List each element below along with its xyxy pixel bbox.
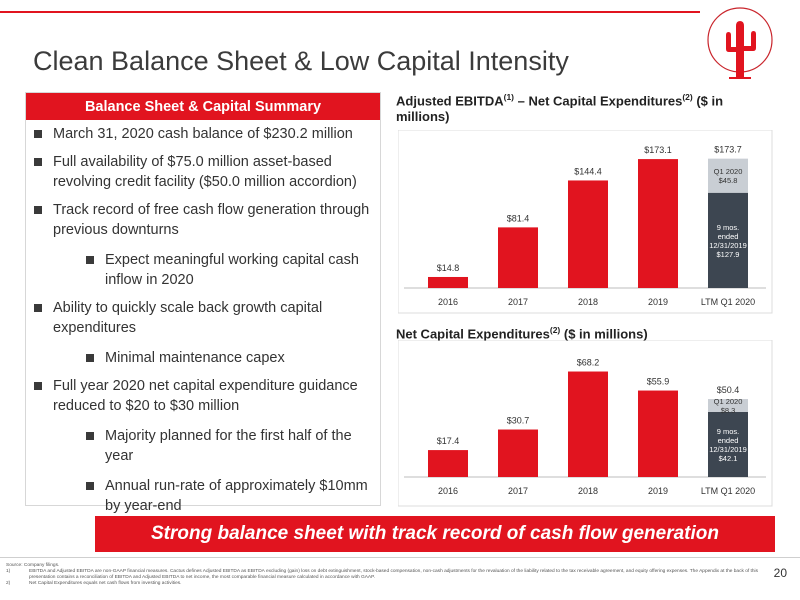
ebitda-stack-seg-0-text-3: $127.9: [717, 250, 740, 259]
ebitda-bar-1: [498, 227, 538, 288]
page-number: 20: [773, 566, 787, 580]
ebitda-chart: 2016 $14.8 2017 $81.4 2018 $144.4 2019 $173.1 LT…: [398, 130, 773, 314]
capex-value-label-0: $17.4: [437, 436, 460, 446]
capex-stack-seg-0: [708, 411, 748, 477]
capex-chart-title: Net Capital Expenditures(2) ($ in millio…: [396, 325, 648, 342]
bullet-scale-back: Ability to quickly scale back growth cap…: [34, 298, 370, 338]
bottom-rule: [0, 557, 800, 558]
bullet-run-rate: Annual run-rate of approximately $10mm b…: [86, 476, 370, 516]
ebitda-stack-seg-1: [708, 158, 748, 193]
ebitda-stack-seg-1-text-0: Q1 2020: [714, 167, 743, 176]
capex-xtick-0: 2016: [438, 486, 458, 496]
banner: Strong balance sheet with track record o…: [95, 516, 775, 552]
ebitda-bar-2: [568, 180, 608, 288]
bullet-maintenance-capex: Minimal maintenance capex: [86, 348, 370, 368]
bullet-first-half: Majority planned for the first half of t…: [86, 426, 370, 466]
capex-xtick-1: 2017: [508, 486, 528, 496]
capex-stack-seg-0-text-2: 12/31/2019: [709, 445, 747, 454]
ebitda-xtick-2: 2018: [578, 297, 598, 307]
capex-value-label-3: $55.9: [647, 377, 670, 387]
capex-value-label-1: $30.7: [507, 416, 530, 426]
bullet-capex-guidance: Full year 2020 net capital expenditure g…: [34, 376, 370, 416]
footnote-1: 1) EBITDA and Adjusted EBITDA are non-GA…: [6, 569, 766, 581]
bullet-credit-facility: Full availability of $75.0 million asset…: [34, 152, 370, 192]
capex-xtick-4: LTM Q1 2020: [701, 486, 755, 496]
ebitda-xtick-1: 2017: [508, 297, 528, 307]
summary-bullets: March 31, 2020 cash balance of $230.2 mi…: [26, 120, 380, 516]
capex-stack-seg-0-text-3: $42.1: [719, 454, 738, 463]
ebitda-stack-seg-0-text-2: 12/31/2019: [709, 241, 747, 250]
footnote-2-num: 2): [6, 581, 11, 586]
capex-bar-1: [498, 429, 538, 477]
capex-stack-seg-0-text-0: 9 mos.: [717, 427, 740, 436]
ebitda-value-label-1: $81.4: [507, 213, 530, 223]
cactus-logo-icon: [707, 7, 773, 79]
ebitda-bar-3: [638, 159, 678, 288]
ebitda-stack-seg-0-text-1: ended: [718, 232, 739, 241]
slide-title: Clean Balance Sheet & Low Capital Intens…: [33, 46, 569, 76]
capex-stack-seg-1-text-0: Q1 2020: [714, 397, 743, 406]
footnote-2-text: Net Capital Expenditures equals net cash…: [29, 581, 182, 586]
ebitda-xtick-3: 2019: [648, 297, 668, 307]
ebitda-stack-seg-0-text-0: 9 mos.: [717, 223, 740, 232]
capex-stack-seg-1: [708, 399, 748, 412]
capex-stack-seg-0-text-1: ended: [718, 436, 739, 445]
top-rule: [0, 11, 700, 13]
capex-bar-2: [568, 371, 608, 477]
bullet-free-cash-flow: Track record of free cash flow generatio…: [34, 200, 370, 240]
ebitda-frame: [398, 130, 773, 314]
capex-value-label-2: $68.2: [577, 358, 600, 368]
footnote-1-text: EBITDA and Adjusted EBITDA are non-GAAP …: [29, 569, 759, 580]
ebitda-xtick-0: 2016: [438, 297, 458, 307]
ebitda-chart-title: Adjusted EBITDA(1) – Net Capital Expendi…: [396, 92, 724, 125]
ebitda-xtick-4: LTM Q1 2020: [701, 297, 755, 307]
ebitda-stack-seg-0: [708, 192, 748, 288]
capex-value-label-4: $50.4: [717, 385, 740, 395]
ebitda-stack-seg-1-text-1: $45.8: [719, 176, 738, 185]
capex-xtick-2: 2018: [578, 486, 598, 496]
capex-xtick-3: 2019: [648, 486, 668, 496]
summary-panel: Balance Sheet & Capital Summary March 31…: [25, 92, 381, 514]
ebitda-bar-0: [428, 276, 468, 288]
footnote-source: Source: Company filings.: [6, 563, 60, 568]
ebitda-value-label-2: $144.4: [574, 166, 602, 176]
capex-frame: [398, 340, 773, 507]
capex-chart: 2016 $17.4 2017 $30.7 2018 $68.2 2019 $55.9 LTM …: [398, 340, 773, 507]
footnotes: Source: Company filings. 1) EBITDA and A…: [6, 563, 766, 587]
ebitda-value-label-0: $14.8: [437, 263, 460, 273]
summary-header: Balance Sheet & Capital Summary: [26, 93, 380, 120]
footnote-2: 2) Net Capital Expenditures equals net c…: [6, 581, 766, 587]
capex-bar-0: [428, 450, 468, 477]
footnote-1-num: 1): [6, 569, 11, 574]
bullet-working-capital: Expect meaningful working capital cash i…: [86, 250, 370, 290]
ebitda-value-label-4: $173.7: [714, 145, 742, 155]
bullet-cash-balance: March 31, 2020 cash balance of $230.2 mi…: [34, 124, 370, 144]
ebitda-value-label-3: $173.1: [644, 145, 672, 155]
capex-bar-3: [638, 390, 678, 477]
capex-stack-seg-1-text-1: $8.3: [721, 406, 736, 415]
